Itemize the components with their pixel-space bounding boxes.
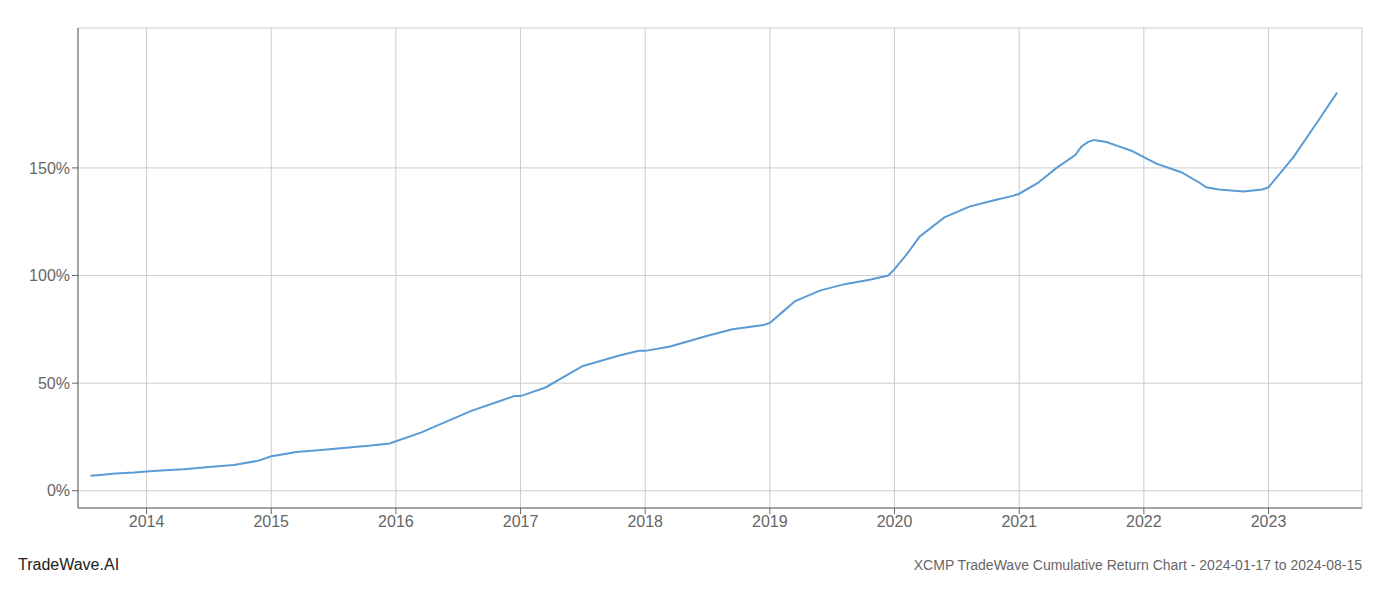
svg-text:2023: 2023	[1251, 513, 1287, 530]
html-text:XCMP TradeWave Cumulative Retu: XCMP TradeWave Cumulative Return Chart -…	[913, 557, 1362, 573]
html-text:TradeWave.AI: TradeWave.AI	[18, 556, 120, 573]
svg-text:2014: 2014	[129, 513, 165, 530]
svg-text:0%: 0%	[47, 482, 70, 499]
svg-text:2021: 2021	[1001, 513, 1037, 530]
svg-text:2017: 2017	[503, 513, 539, 530]
svg-text:50%: 50%	[38, 375, 70, 392]
svg-text:2019: 2019	[752, 513, 788, 530]
svg-text:2018: 2018	[627, 513, 663, 530]
svg-text:100%: 100%	[29, 267, 70, 284]
svg-text:2020: 2020	[877, 513, 913, 530]
svg-text:150%: 150%	[29, 160, 70, 177]
svg-text:2016: 2016	[378, 513, 414, 530]
svg-text:2015: 2015	[253, 513, 289, 530]
svg-text:2022: 2022	[1126, 513, 1162, 530]
